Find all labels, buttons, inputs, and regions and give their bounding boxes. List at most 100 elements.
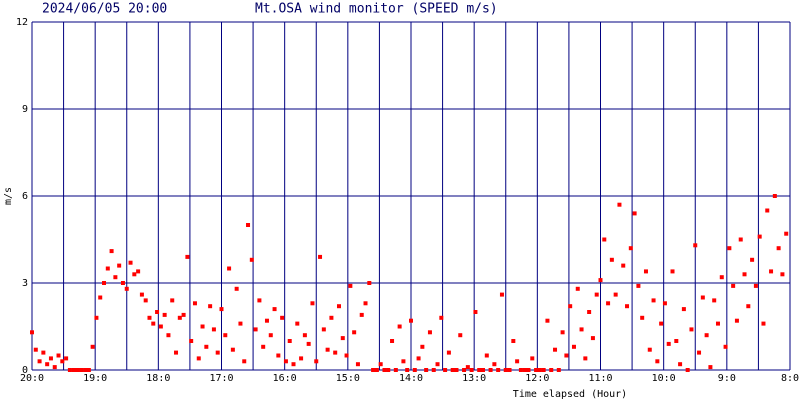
point [522,368,527,372]
point [765,208,770,213]
point [655,359,660,364]
point [617,202,622,207]
point [45,362,50,367]
point [685,368,690,372]
point [587,310,592,314]
point [518,368,523,372]
point [102,281,107,285]
x-tick-label: 19:0 [83,373,107,384]
point [325,347,330,352]
point [681,307,686,312]
point [628,246,633,251]
point [158,324,163,329]
point [625,304,630,309]
point [200,324,205,329]
point [41,350,46,355]
point [723,344,728,349]
point [64,356,69,361]
point [640,315,645,320]
point [719,275,724,280]
point [647,347,652,352]
point [526,368,531,372]
point [386,368,391,372]
point [666,341,671,346]
chart-title: Mt.OSA wind monitor (SPEED m/s) [255,2,498,17]
point [264,318,269,323]
x-tick-label: 17:0 [209,373,233,384]
y-tick-label: 0 [22,365,28,376]
point [283,359,288,364]
point [397,324,402,329]
point [530,356,535,361]
point [136,269,141,274]
point [473,310,478,314]
point [143,298,148,303]
point [598,278,603,283]
point [553,347,558,352]
point [390,339,395,343]
point [120,281,125,285]
point [753,283,758,288]
point [420,344,425,349]
x-tick-label: 10:0 [652,373,676,384]
point [378,362,383,367]
point [30,330,34,335]
point [181,312,186,317]
point [609,257,614,262]
point [340,336,345,341]
point [306,341,311,346]
point [382,368,387,372]
point [105,266,110,271]
x-tick-label: 12:0 [525,373,549,384]
point [314,359,319,364]
point [196,356,201,361]
point [177,315,182,320]
x-tick-label: 16:0 [273,373,297,384]
point [590,336,595,341]
point [219,307,224,312]
point [291,362,296,367]
point [185,254,190,259]
point [86,368,91,372]
point [462,368,467,372]
point [458,333,463,338]
point [465,365,470,370]
point [571,344,576,349]
point [128,260,133,265]
point [636,283,641,288]
point [435,362,440,367]
point [166,333,171,338]
y-tick-label: 3 [22,278,28,289]
point [742,272,747,277]
point [90,344,95,349]
point [124,286,129,291]
point [446,350,451,355]
point [515,359,520,364]
point [427,330,432,335]
point [371,368,376,372]
point [727,246,732,251]
point [583,356,588,361]
point [632,211,637,216]
point [575,286,580,291]
point [507,368,512,372]
point [211,327,216,332]
point [75,368,80,372]
point [139,292,144,297]
point [761,321,766,326]
point [333,350,338,355]
x-tick-label: 8:0 [781,373,799,384]
point [757,234,762,239]
point [405,368,410,372]
point [374,368,379,372]
point [469,368,474,372]
point [560,330,565,335]
point [431,368,436,372]
y-tick-label: 9 [22,104,28,115]
point [484,353,489,358]
point [60,359,65,364]
point [151,321,156,326]
point [401,359,406,364]
point [48,356,53,361]
